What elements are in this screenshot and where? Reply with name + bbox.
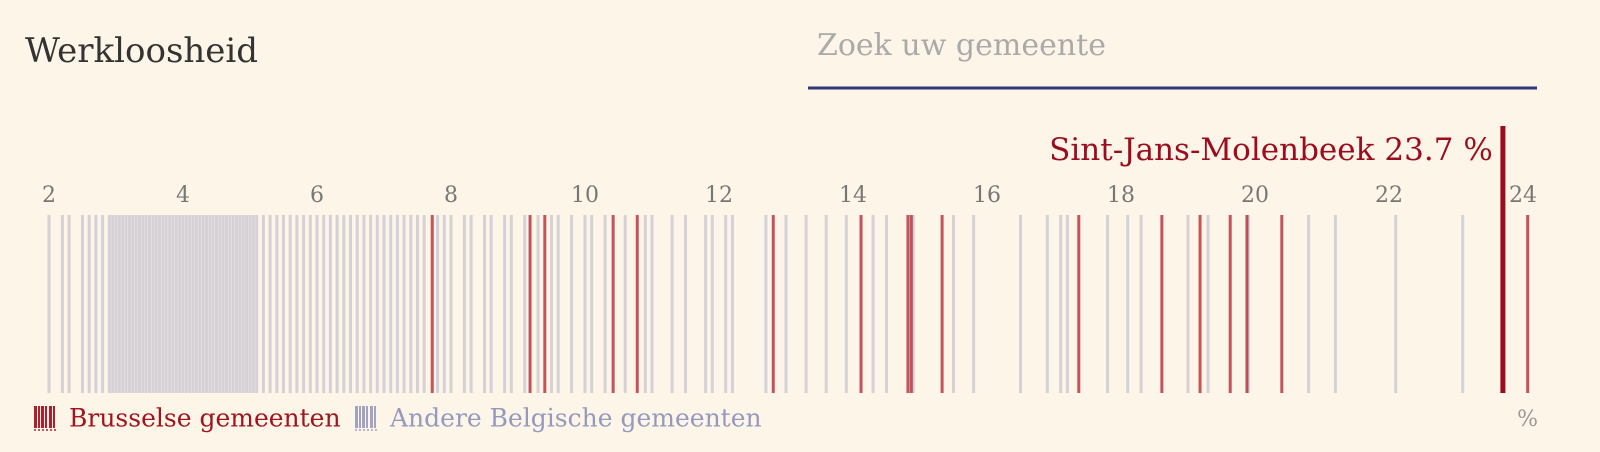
legend-icon	[374, 406, 376, 428]
x-tick-label: 6	[310, 183, 324, 208]
legend-icon	[45, 406, 47, 428]
x-tick-label: 12	[705, 183, 733, 208]
x-tick-label: 8	[444, 183, 458, 208]
legend-icon	[38, 406, 40, 428]
legend-icon	[34, 406, 37, 428]
highlight-name: Sint-Jans-Molenbeek	[1049, 132, 1374, 168]
legend-icon	[355, 406, 358, 428]
x-tick-label: 22	[1375, 183, 1403, 208]
highlight-value: 23.7	[1384, 132, 1453, 168]
x-tick-label: 14	[839, 183, 867, 208]
unit-label: %	[1517, 407, 1538, 432]
x-tick-label: 10	[571, 183, 599, 208]
x-tick-label: 2	[42, 183, 56, 208]
highlight-unit: %	[1463, 132, 1492, 168]
legend-icon	[41, 406, 44, 428]
search-placeholder[interactable]: Zoek uw gemeente	[817, 28, 1106, 63]
legend-icon	[359, 406, 361, 428]
x-tick-label: 20	[1241, 183, 1269, 208]
search-box[interactable]: Zoek uw gemeente	[808, 28, 1537, 90]
legend-label: Brusselse gemeenten	[69, 404, 341, 433]
legend-icon	[366, 406, 368, 428]
legend-icon	[370, 406, 373, 428]
x-tick-label: 18	[1107, 183, 1135, 208]
chart-title: Werkloosheid	[25, 31, 258, 71]
x-tick-label: 4	[176, 183, 190, 208]
legend-icon	[49, 406, 52, 428]
legend-icon	[362, 406, 365, 428]
highlight-label: Sint-Jans-Molenbeek 23.7%	[1049, 132, 1493, 168]
x-tick-label: 16	[973, 183, 1001, 208]
legend-icon	[53, 406, 55, 428]
x-tick-label: 24	[1509, 183, 1537, 208]
legend-label: Andere Belgische gemeenten	[389, 404, 762, 433]
